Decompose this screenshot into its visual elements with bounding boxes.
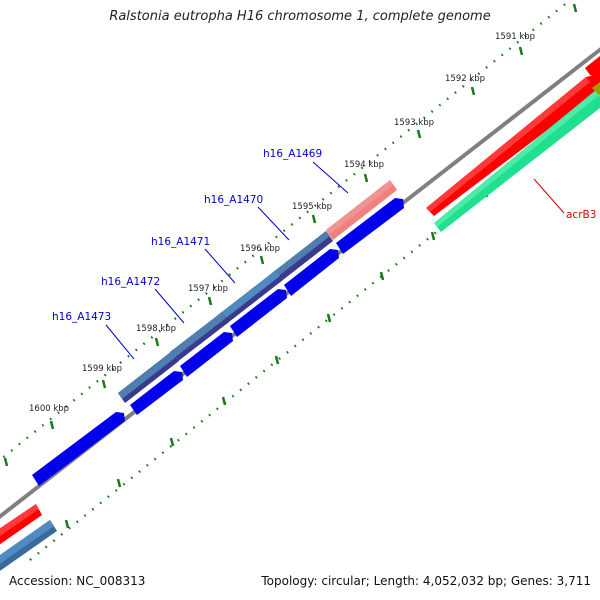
gene-label[interactable]: h16_A1473 <box>52 311 111 323</box>
tick-label: 1592 kbp <box>445 74 485 84</box>
major-tick <box>430 231 436 241</box>
major-tick <box>3 457 9 467</box>
cds-arrow-2[interactable] <box>284 249 339 296</box>
gene-label-leader <box>257 206 290 241</box>
major-tick <box>326 313 332 323</box>
gene-label-leader <box>533 178 565 214</box>
tick-label: 1596 kbp <box>240 244 280 254</box>
gene-label[interactable]: h16_A1470 <box>204 194 263 206</box>
gene-label-leader <box>204 248 236 284</box>
major-tick <box>64 519 70 529</box>
gene-label-leader <box>312 161 349 194</box>
major-tick <box>518 46 524 56</box>
major-tick <box>259 255 265 265</box>
major-tick <box>221 396 227 406</box>
major-tick <box>572 3 578 13</box>
gene-green[interactable] <box>434 90 600 232</box>
tick-label: 1597 kbp <box>188 284 228 294</box>
tick-label: 1591 kbp <box>495 32 535 42</box>
tick-label: 1600 kbp <box>29 404 69 414</box>
tick-label: 1595 kbp <box>292 202 332 212</box>
gene-label[interactable]: h16_A1469 <box>263 148 322 160</box>
tick-label: 1593 kbp <box>394 118 434 128</box>
gene-olive[interactable] <box>592 82 600 96</box>
cds-arrow-6[interactable] <box>32 412 125 486</box>
major-tick <box>116 478 122 488</box>
gene-label[interactable]: h16_A1472 <box>101 276 160 288</box>
gene-label-leader <box>105 324 135 360</box>
gene-h16-A1472[interactable] <box>170 312 229 362</box>
major-tick <box>274 355 280 365</box>
major-tick <box>49 420 55 430</box>
gene-top-right-red[interactable] <box>585 56 600 78</box>
major-ticks <box>3 3 588 529</box>
major-tick <box>154 337 160 347</box>
map-title: Ralstonia eutropha H16 chromosome 1, com… <box>109 9 491 24</box>
major-tick <box>416 129 422 139</box>
tick-label: 1599 kbp <box>82 364 122 374</box>
tick-labels: 1591 kbp 1592 kbp 1593 kbp 1594 kbp 1595 kbp… <box>29 32 535 414</box>
outer-tick-track <box>0 0 573 462</box>
tick-label: 1598 kbp <box>136 324 176 334</box>
gene-h16-A1471[interactable] <box>218 270 283 325</box>
gene-bottom-left-red[interactable] <box>0 504 42 547</box>
major-tick <box>363 173 369 183</box>
cds-arrow-3[interactable] <box>230 289 287 337</box>
gene-label[interactable]: h16_A1471 <box>151 236 210 248</box>
major-tick <box>207 296 213 306</box>
major-tick <box>470 86 476 96</box>
gene-h16-A1469[interactable] <box>326 180 397 240</box>
gene-label[interactable]: acrB3 <box>566 209 596 221</box>
gene-h16-A1470[interactable] <box>272 231 333 283</box>
gene-labels: h16_A1469 h16_A1470 h16_A1471 h16_A1472 h16_… <box>52 148 596 360</box>
cds-arrow-1[interactable] <box>336 198 404 254</box>
gene-bottom-left-steel[interactable] <box>0 520 57 573</box>
accession-text: Accession: NC_008313 <box>9 574 146 588</box>
tick-label: 1594 kbp <box>344 160 384 170</box>
gene-label-leader <box>154 288 185 324</box>
cds-arrow-5[interactable] <box>130 371 183 415</box>
gene-h16-A1473[interactable] <box>118 351 179 403</box>
gene-acrB3[interactable] <box>426 74 600 216</box>
major-tick <box>311 214 317 224</box>
major-tick <box>101 379 107 389</box>
major-tick <box>169 437 175 447</box>
cds-arrow-4[interactable] <box>180 332 233 377</box>
summary-text: Topology: circular; Length: 4,052,032 bp… <box>261 574 591 588</box>
major-tick <box>379 271 385 281</box>
